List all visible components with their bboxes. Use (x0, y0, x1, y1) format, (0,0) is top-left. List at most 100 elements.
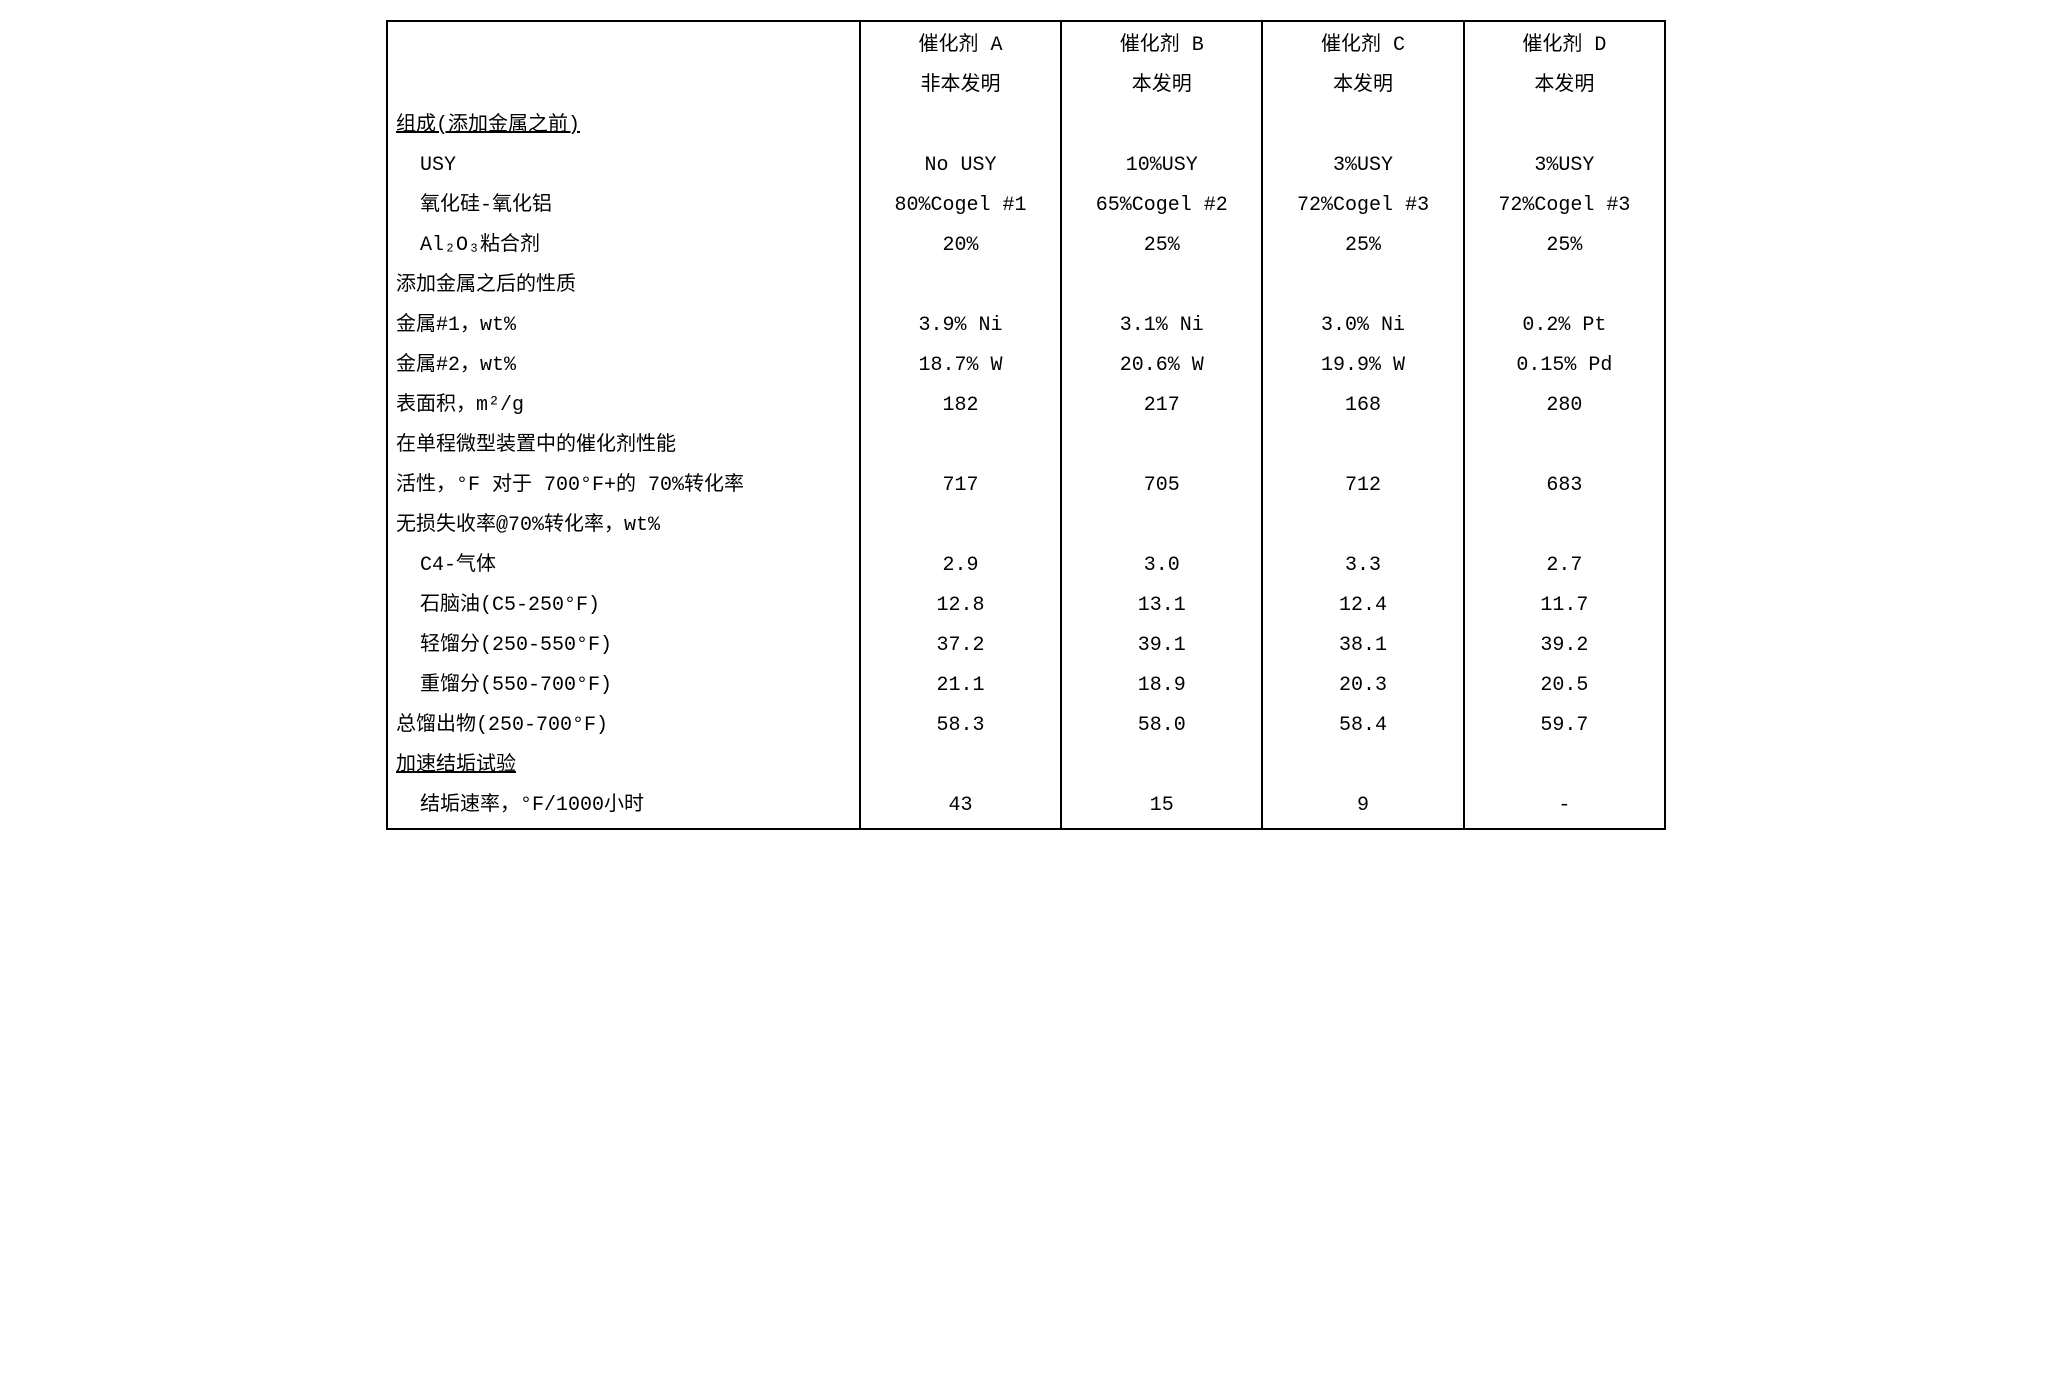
col-c-name: 催化剂 C (1262, 21, 1463, 66)
totaldist-label: 总馏出物(250-700°F) (387, 706, 860, 746)
heavydist-d: 20.5 (1464, 666, 1665, 706)
totaldist-d: 59.7 (1464, 706, 1665, 746)
catalyst-table-wrapper: 催化剂 A 催化剂 B 催化剂 C 催化剂 D 非本发明 本发明 本发明 本发明… (386, 20, 1666, 830)
totaldist-c: 58.4 (1262, 706, 1463, 746)
usy-label: USY (387, 146, 860, 186)
metal2-b: 20.6% W (1061, 346, 1262, 386)
row-c4gas: C4-气体 2.9 3.0 3.3 2.7 (387, 546, 1665, 586)
metal2-a: 18.7% W (860, 346, 1061, 386)
foulingrate-c: 9 (1262, 786, 1463, 829)
metal1-b: 3.1% Ni (1061, 306, 1262, 346)
naphtha-b: 13.1 (1061, 586, 1262, 626)
binder-c: 25% (1262, 226, 1463, 266)
c4gas-b: 3.0 (1061, 546, 1262, 586)
section-yield: 无损失收率@70%转化率，wt% (387, 506, 1665, 546)
surfacearea-a: 182 (860, 386, 1061, 426)
metal1-label: 金属#1，wt% (387, 306, 860, 346)
row-surfacearea: 表面积，m²/g 182 217 168 280 (387, 386, 1665, 426)
composition-title: 组成(添加金属之前) (387, 106, 860, 146)
binder-b: 25% (1061, 226, 1262, 266)
surfacearea-c: 168 (1262, 386, 1463, 426)
usy-b: 10%USY (1061, 146, 1262, 186)
surfacearea-d: 280 (1464, 386, 1665, 426)
foulingrate-label: 结垢速率，°F/1000小时 (387, 786, 860, 829)
header-row-2: 非本发明 本发明 本发明 本发明 (387, 66, 1665, 106)
composition-title-text: 组成(添加金属之前) (396, 114, 580, 137)
silica-label: 氧化硅-氧化铝 (387, 186, 860, 226)
silica-b: 65%Cogel #2 (1061, 186, 1262, 226)
naphtha-label: 石脑油(C5-250°F) (387, 586, 860, 626)
surfacearea-label: 表面积，m²/g (387, 386, 860, 426)
totaldist-b: 58.0 (1061, 706, 1262, 746)
foulingrate-b: 15 (1061, 786, 1262, 829)
heavydist-b: 18.9 (1061, 666, 1262, 706)
c4gas-a: 2.9 (860, 546, 1061, 586)
col-c-sub: 本发明 (1262, 66, 1463, 106)
header-row-1: 催化剂 A 催化剂 B 催化剂 C 催化剂 D (387, 21, 1665, 66)
row-heavydist: 重馏分(550-700°F) 21.1 18.9 20.3 20.5 (387, 666, 1665, 706)
usy-c: 3%USY (1262, 146, 1463, 186)
col-d-name: 催化剂 D (1464, 21, 1665, 66)
fouling-title-text: 加速结垢试验 (396, 754, 516, 777)
naphtha-d: 11.7 (1464, 586, 1665, 626)
usy-a: No USY (860, 146, 1061, 186)
row-naphtha: 石脑油(C5-250°F) 12.8 13.1 12.4 11.7 (387, 586, 1665, 626)
yield-title: 无损失收率@70%转化率，wt% (387, 506, 860, 546)
properties-title: 添加金属之后的性质 (387, 266, 860, 306)
row-silica-alumina: 氧化硅-氧化铝 80%Cogel #1 65%Cogel #2 72%Cogel… (387, 186, 1665, 226)
row-binder: Al₂O₃粘合剂 20% 25% 25% 25% (387, 226, 1665, 266)
metal1-c: 3.0% Ni (1262, 306, 1463, 346)
metal2-d: 0.15% Pd (1464, 346, 1665, 386)
lightdist-a: 37.2 (860, 626, 1061, 666)
heavydist-a: 21.1 (860, 666, 1061, 706)
totaldist-a: 58.3 (860, 706, 1061, 746)
performance-title: 在单程微型装置中的催化剂性能 (387, 426, 860, 466)
metal1-d: 0.2% Pt (1464, 306, 1665, 346)
silica-c: 72%Cogel #3 (1262, 186, 1463, 226)
heavydist-label: 重馏分(550-700°F) (387, 666, 860, 706)
usy-d: 3%USY (1464, 146, 1665, 186)
section-fouling: 加速结垢试验 (387, 746, 1665, 786)
c4gas-d: 2.7 (1464, 546, 1665, 586)
foulingrate-d: - (1464, 786, 1665, 829)
binder-a: 20% (860, 226, 1061, 266)
lightdist-d: 39.2 (1464, 626, 1665, 666)
section-composition: 组成(添加金属之前) (387, 106, 1665, 146)
naphtha-a: 12.8 (860, 586, 1061, 626)
activity-b: 705 (1061, 466, 1262, 506)
activity-label: 活性，°F 对于 700°F+的 70%转化率 (387, 466, 860, 506)
foulingrate-a: 43 (860, 786, 1061, 829)
col-a-sub: 非本发明 (860, 66, 1061, 106)
row-totaldist: 总馏出物(250-700°F) 58.3 58.0 58.4 59.7 (387, 706, 1665, 746)
surfacearea-b: 217 (1061, 386, 1262, 426)
col-d-sub: 本发明 (1464, 66, 1665, 106)
lightdist-label: 轻馏分(250-550°F) (387, 626, 860, 666)
heavydist-c: 20.3 (1262, 666, 1463, 706)
lightdist-c: 38.1 (1262, 626, 1463, 666)
activity-d: 683 (1464, 466, 1665, 506)
section-properties: 添加金属之后的性质 (387, 266, 1665, 306)
header-blank (387, 21, 860, 66)
row-foulingrate: 结垢速率，°F/1000小时 43 15 9 - (387, 786, 1665, 829)
fouling-title: 加速结垢试验 (387, 746, 860, 786)
activity-c: 712 (1262, 466, 1463, 506)
row-lightdist: 轻馏分(250-550°F) 37.2 39.1 38.1 39.2 (387, 626, 1665, 666)
section-performance: 在单程微型装置中的催化剂性能 (387, 426, 1665, 466)
col-b-name: 催化剂 B (1061, 21, 1262, 66)
col-b-sub: 本发明 (1061, 66, 1262, 106)
binder-d: 25% (1464, 226, 1665, 266)
binder-label: Al₂O₃粘合剂 (387, 226, 860, 266)
row-activity: 活性，°F 对于 700°F+的 70%转化率 717 705 712 683 (387, 466, 1665, 506)
c4gas-c: 3.3 (1262, 546, 1463, 586)
row-metal2: 金属#2，wt% 18.7% W 20.6% W 19.9% W 0.15% P… (387, 346, 1665, 386)
metal2-c: 19.9% W (1262, 346, 1463, 386)
header-blank-2 (387, 66, 860, 106)
c4gas-label: C4-气体 (387, 546, 860, 586)
metal1-a: 3.9% Ni (860, 306, 1061, 346)
catalyst-table: 催化剂 A 催化剂 B 催化剂 C 催化剂 D 非本发明 本发明 本发明 本发明… (386, 20, 1666, 830)
row-metal1: 金属#1，wt% 3.9% Ni 3.1% Ni 3.0% Ni 0.2% Pt (387, 306, 1665, 346)
silica-d: 72%Cogel #3 (1464, 186, 1665, 226)
row-usy: USY No USY 10%USY 3%USY 3%USY (387, 146, 1665, 186)
col-a-name: 催化剂 A (860, 21, 1061, 66)
activity-a: 717 (860, 466, 1061, 506)
